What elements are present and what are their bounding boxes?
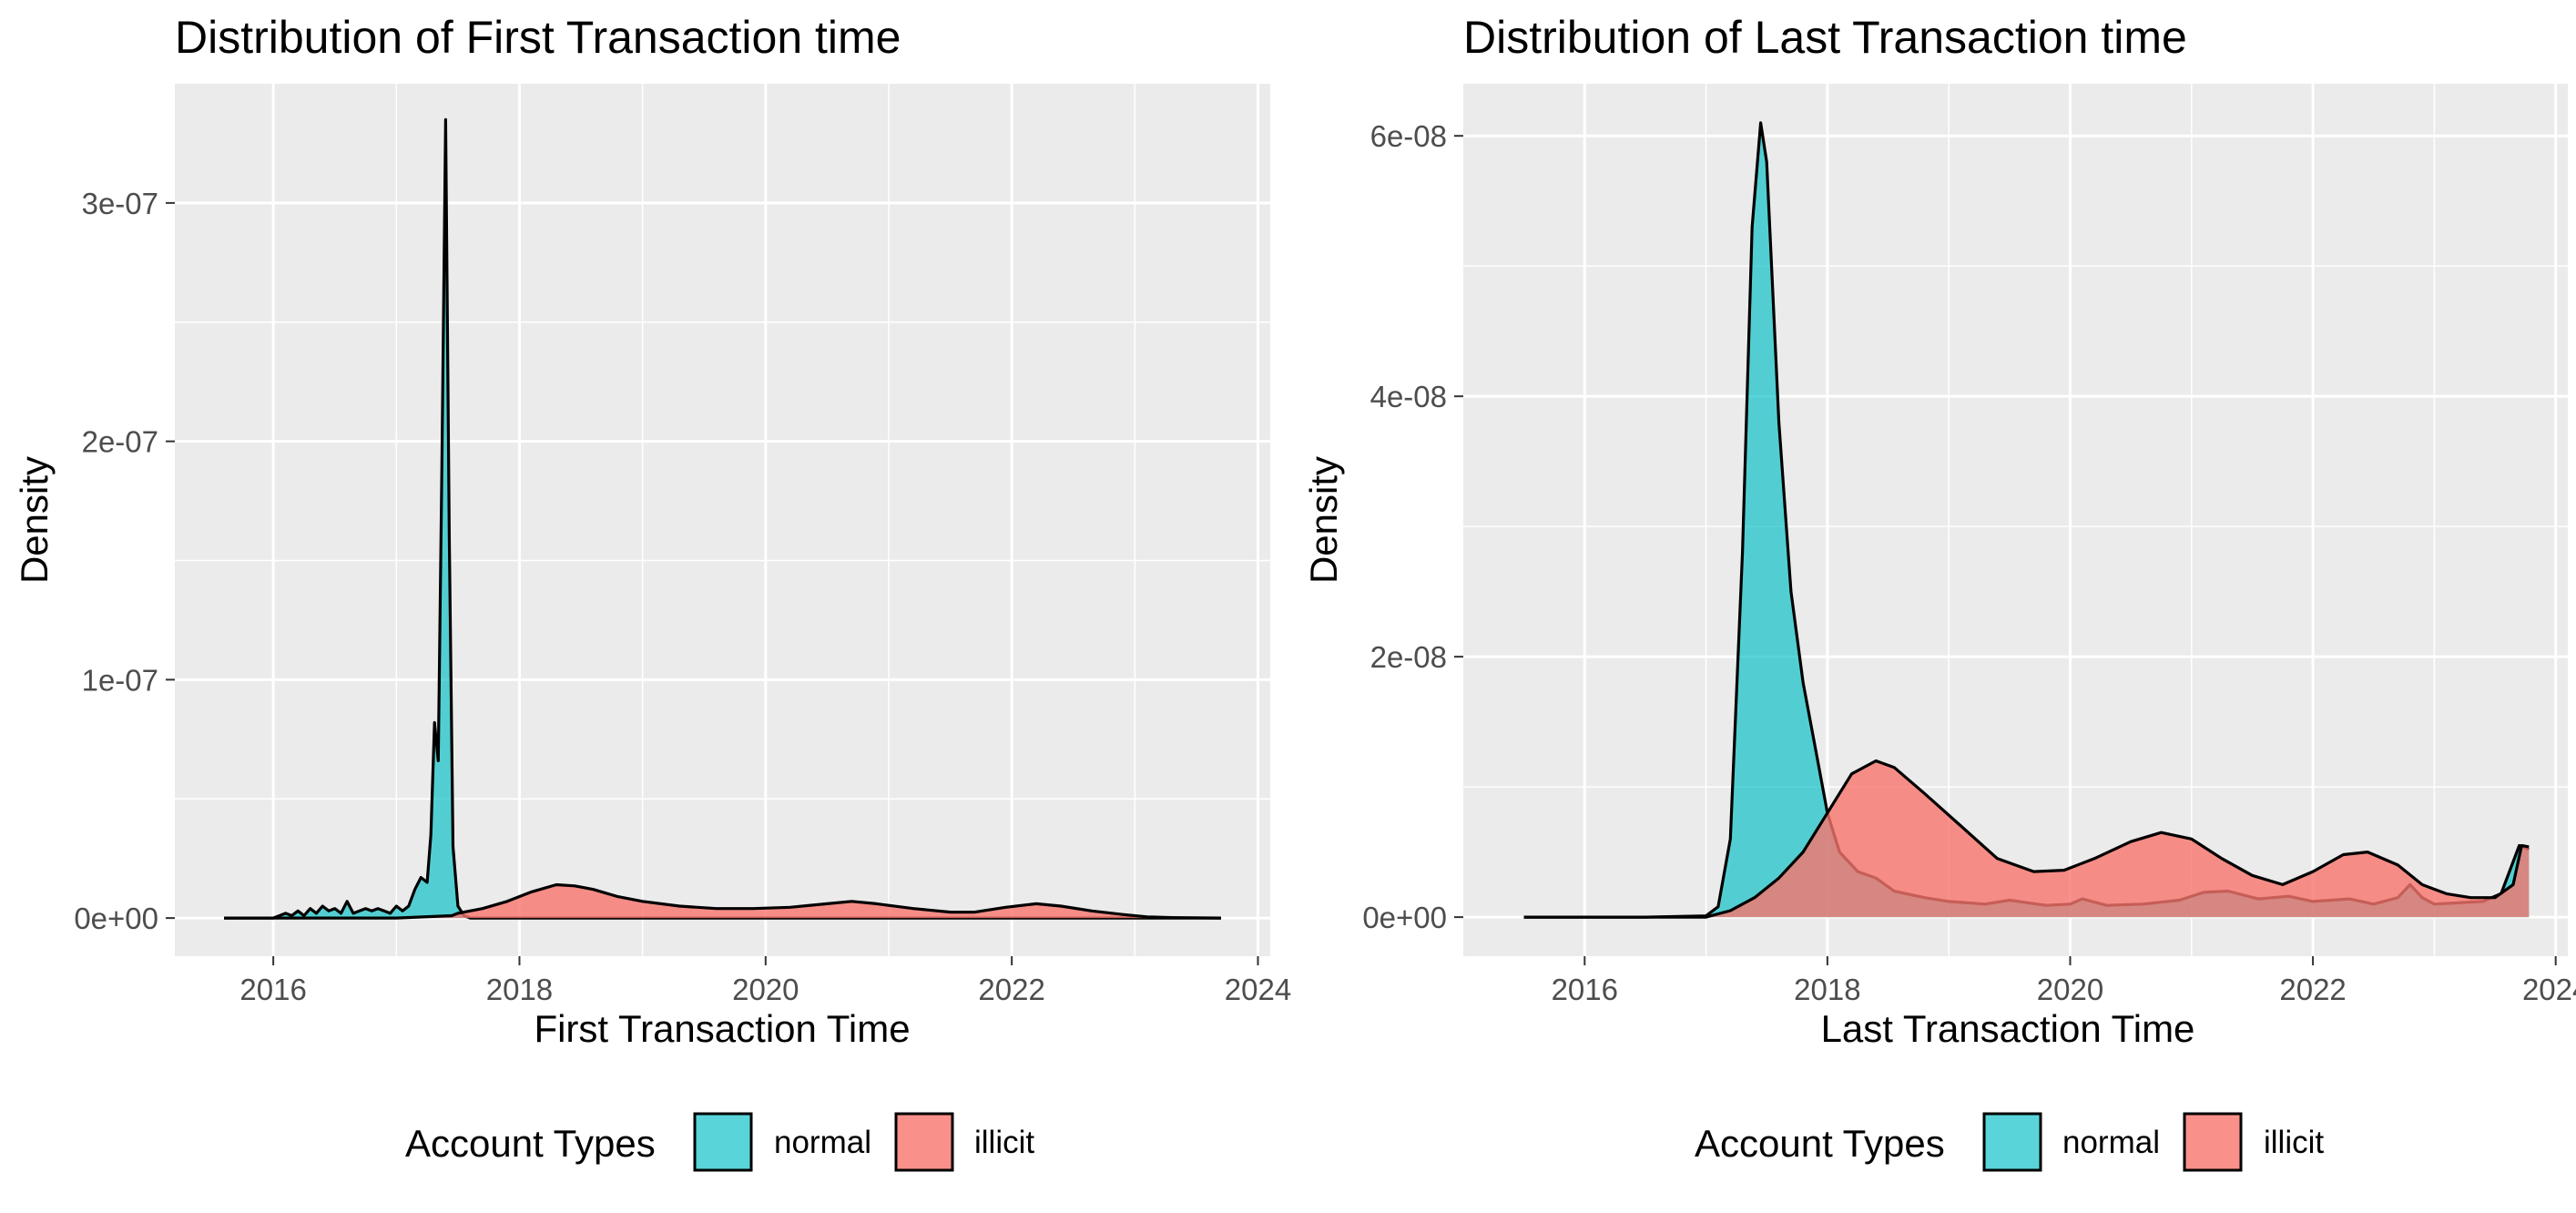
y-tick-label: 0e+00 [1362, 901, 1447, 934]
chart-left-panel [175, 84, 1270, 956]
chart-left: Distribution of First Transaction time 2… [13, 12, 1291, 1172]
y-tick-label: 4e-08 [1370, 380, 1447, 413]
y-tick-label: 1e-07 [82, 663, 158, 697]
density-area-illicit [1523, 760, 2530, 918]
chart-right-x-ticks: 2016 2018 2020 2022 2024 [1552, 956, 2576, 1006]
chart-right-title: Distribution of Last Transaction time [1463, 12, 2187, 63]
y-tick-label: 0e+00 [74, 902, 158, 935]
chart-right-legend-normal-swatch [1982, 1112, 2042, 1172]
x-tick-label: 2020 [732, 973, 799, 1006]
chart-left-legend-illicit-label: illicit [974, 1125, 1034, 1160]
x-tick-label: 2018 [1794, 973, 1860, 1006]
x-tick-label: 2016 [1552, 973, 1618, 1006]
x-tick-label: 2020 [2037, 973, 2103, 1006]
chart-left-legend: Account Types normal illicit [405, 1112, 1034, 1172]
y-tick-label: 6e-08 [1370, 119, 1447, 153]
chart-right-areas [1523, 121, 2530, 919]
chart-left-y-axis-title: Density [13, 456, 56, 584]
chart-right-y-ticks: 0e+00 2e-08 4e-08 6e-08 [1362, 119, 1463, 934]
chart-left-x-ticks: 2016 2018 2020 2022 2024 [239, 956, 1291, 1006]
chart-left-title: Distribution of First Transaction time [175, 12, 901, 63]
y-tick-label: 2e-08 [1370, 640, 1447, 674]
chart-left-legend-title: Account Types [405, 1122, 656, 1165]
y-tick-label: 3e-07 [82, 187, 158, 220]
density-line-normal [224, 117, 1221, 920]
density-line-illicit [1523, 759, 2530, 919]
chart-left-y-ticks: 0e+00 1e-07 2e-07 3e-07 [74, 187, 175, 935]
density-area-normal [1523, 122, 2530, 918]
chart-right: Distribution of Last Transaction time 20… [1302, 12, 2576, 1172]
chart-left-legend-normal-swatch [693, 1112, 753, 1172]
x-tick-label: 2016 [239, 973, 306, 1006]
density-line-illicit [224, 882, 1221, 920]
chart-left-legend-normal-label: normal [774, 1125, 871, 1160]
chart-right-panel [1463, 84, 2568, 956]
x-tick-label: 2024 [2522, 973, 2576, 1006]
chart-right-legend-title: Account Types [1695, 1122, 1945, 1165]
chart-right-x-axis-title: Last Transaction Time [1821, 1007, 2195, 1050]
chart-left-legend-illicit-swatch [894, 1112, 954, 1172]
chart-right-legend-illicit-label: illicit [2264, 1125, 2324, 1160]
x-tick-label: 2018 [486, 973, 553, 1006]
x-tick-label: 2022 [978, 973, 1044, 1006]
chart-right-legend-illicit-swatch [2183, 1112, 2243, 1172]
chart-right-legend: Account Types normal illicit [1695, 1112, 2324, 1172]
x-tick-label: 2022 [2279, 973, 2346, 1006]
chart-left-areas [224, 117, 1221, 920]
chart-right-legend-normal-label: normal [2062, 1125, 2160, 1160]
y-tick-label: 2e-07 [82, 425, 158, 459]
chart-left-x-axis-title: First Transaction Time [534, 1007, 910, 1050]
chart-right-y-axis-title: Density [1302, 456, 1345, 584]
x-tick-label: 2024 [1225, 973, 1291, 1006]
